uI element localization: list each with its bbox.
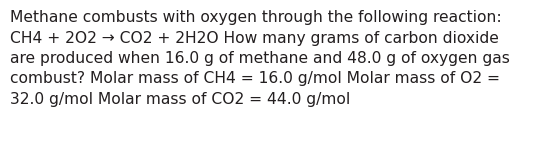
Text: Methane combusts with oxygen through the following reaction:
CH4 + 2O2 → CO2 + 2: Methane combusts with oxygen through the… [10,10,510,107]
